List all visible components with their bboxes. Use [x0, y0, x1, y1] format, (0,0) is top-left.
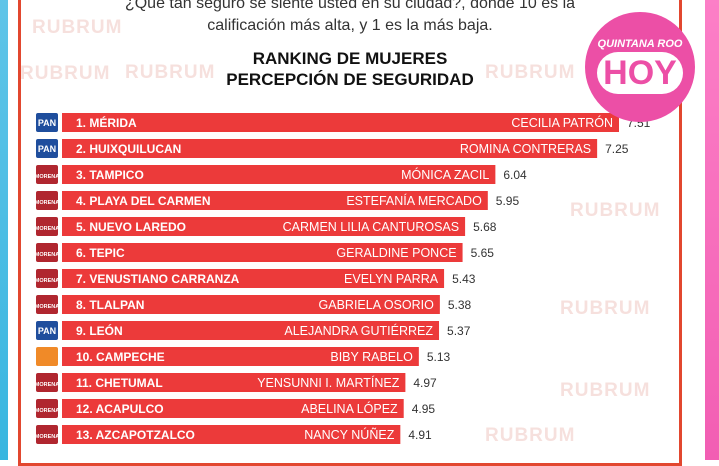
value-label: 4.95	[412, 402, 436, 416]
category-label: 7. VENUSTIANO CARRANZA	[76, 272, 240, 286]
candidate-name: ESTEFANÍA MERCADO	[346, 193, 482, 208]
party-label: MORENA	[35, 434, 59, 440]
watermark: RUBRUM	[20, 63, 111, 84]
value-label: 5.68	[473, 220, 497, 234]
bar	[62, 139, 598, 158]
value-label: 5.43	[452, 272, 476, 286]
bar	[62, 347, 419, 366]
watermark: RUBRUM	[560, 380, 651, 401]
value-label: 5.38	[448, 298, 472, 312]
value-label: 7.25	[605, 142, 629, 156]
morena-logo	[36, 243, 58, 262]
value-label: 4.97	[413, 376, 437, 390]
watermark: RUBRUM	[485, 62, 576, 83]
bar	[62, 191, 488, 210]
watermark: RUBRUM	[560, 298, 651, 319]
candidate-name: EVELYN PARRA	[344, 272, 439, 286]
bar	[62, 425, 401, 444]
category-label: 1. MÉRIDA	[76, 115, 137, 130]
value-label: 6.04	[503, 168, 527, 182]
pan-logo	[36, 139, 58, 158]
value-label: 5.95	[496, 194, 520, 208]
category-label: 5. NUEVO LAREDO	[76, 220, 186, 234]
survey-question-line-1: ¿Qué tan seguro se siente usted en su ci…	[124, 0, 576, 12]
chart-title-line-2: PERCEPCIÓN DE SEGURIDAD	[226, 70, 474, 89]
category-label: 10. CAMPECHE	[76, 350, 165, 364]
chart-title-line-1: RANKING DE MUJERES	[252, 49, 448, 68]
bar	[62, 373, 406, 392]
category-label: 4. PLAYA DEL CARMEN	[76, 194, 210, 208]
party-label: MORENA	[35, 408, 59, 414]
party-label: PAN	[38, 118, 56, 128]
party-label: MORENA	[35, 382, 59, 388]
bar	[62, 113, 619, 132]
party-label: PAN	[38, 144, 56, 154]
category-label: 13. AZCAPOTZALCO	[76, 428, 195, 442]
party-label: MORENA	[35, 278, 59, 284]
logo-main-text: HOY	[597, 52, 683, 94]
category-label: 8. TLALPAN	[76, 298, 144, 312]
candidate-name: BIBY RABELO	[330, 350, 413, 364]
category-label: 9. LEÓN	[76, 323, 123, 338]
bar	[62, 217, 466, 236]
bar	[62, 243, 463, 262]
party-label: MORENA	[35, 252, 59, 258]
value-label: 5.13	[427, 350, 451, 364]
morena-logo	[36, 191, 58, 210]
pan-logo	[36, 113, 58, 132]
party-label: MORENA	[35, 226, 59, 232]
value-label: 4.91	[408, 428, 432, 442]
party-label: MORENA	[35, 304, 59, 310]
candidate-name: ROMINA CONTRERAS	[460, 142, 591, 156]
morena-logo	[36, 373, 58, 392]
left-edge-stripe	[0, 0, 8, 460]
bar	[62, 269, 445, 288]
morena-logo	[36, 165, 58, 184]
category-label: 12. ACAPULCO	[76, 402, 164, 416]
pan-logo	[36, 321, 58, 340]
candidate-name: MÓNICA ZACIL	[401, 167, 489, 182]
bar	[62, 295, 440, 314]
candidate-name: YENSUNNI I. MARTÍNEZ	[257, 375, 400, 390]
candidate-name: NANCY NÚÑEZ	[304, 427, 394, 442]
morena-logo	[36, 425, 58, 444]
candidate-name: ALEJANDRA GUTIÉRREZ	[284, 323, 433, 338]
category-label: 2. HUIXQUILUCAN	[76, 142, 181, 156]
candidate-name: CECILIA PATRÓN	[511, 115, 613, 130]
bar	[62, 165, 496, 184]
watermark: RUBRUM	[570, 200, 661, 221]
candidate-name: CARMEN LILIA CANTUROSAS	[283, 220, 459, 234]
right-edge-stripe	[705, 0, 719, 460]
party-label: MORENA	[35, 200, 59, 206]
morena-logo	[36, 295, 58, 314]
candidate-name: GABRIELA OSORIO	[319, 298, 435, 312]
bar	[62, 399, 404, 418]
bar	[62, 321, 440, 340]
candidate-name: ABELINA LÓPEZ	[301, 401, 398, 416]
mc-logo	[36, 347, 58, 366]
value-label: 5.65	[471, 246, 495, 260]
watermark: RUBRUM	[485, 425, 576, 446]
value-label: 5.37	[447, 324, 471, 338]
party-label: PAN	[38, 326, 56, 336]
survey-question-line-2: calificación más alta, y 1 es la más baj…	[207, 17, 493, 34]
morena-logo	[36, 269, 58, 288]
morena-logo	[36, 399, 58, 418]
morena-logo	[36, 217, 58, 236]
party-label: MORENA	[35, 174, 59, 180]
candidate-name: GERALDINE PONCE	[336, 246, 456, 260]
category-label: 3. TAMPICO	[76, 168, 144, 182]
watermark: RUBRUM	[125, 62, 216, 83]
watermark: RUBRUM	[32, 17, 123, 38]
category-label: 6. TEPIC	[76, 246, 125, 260]
logo-top-text: QUINTANA ROO	[597, 38, 683, 50]
category-label: 11. CHETUMAL	[76, 376, 163, 390]
